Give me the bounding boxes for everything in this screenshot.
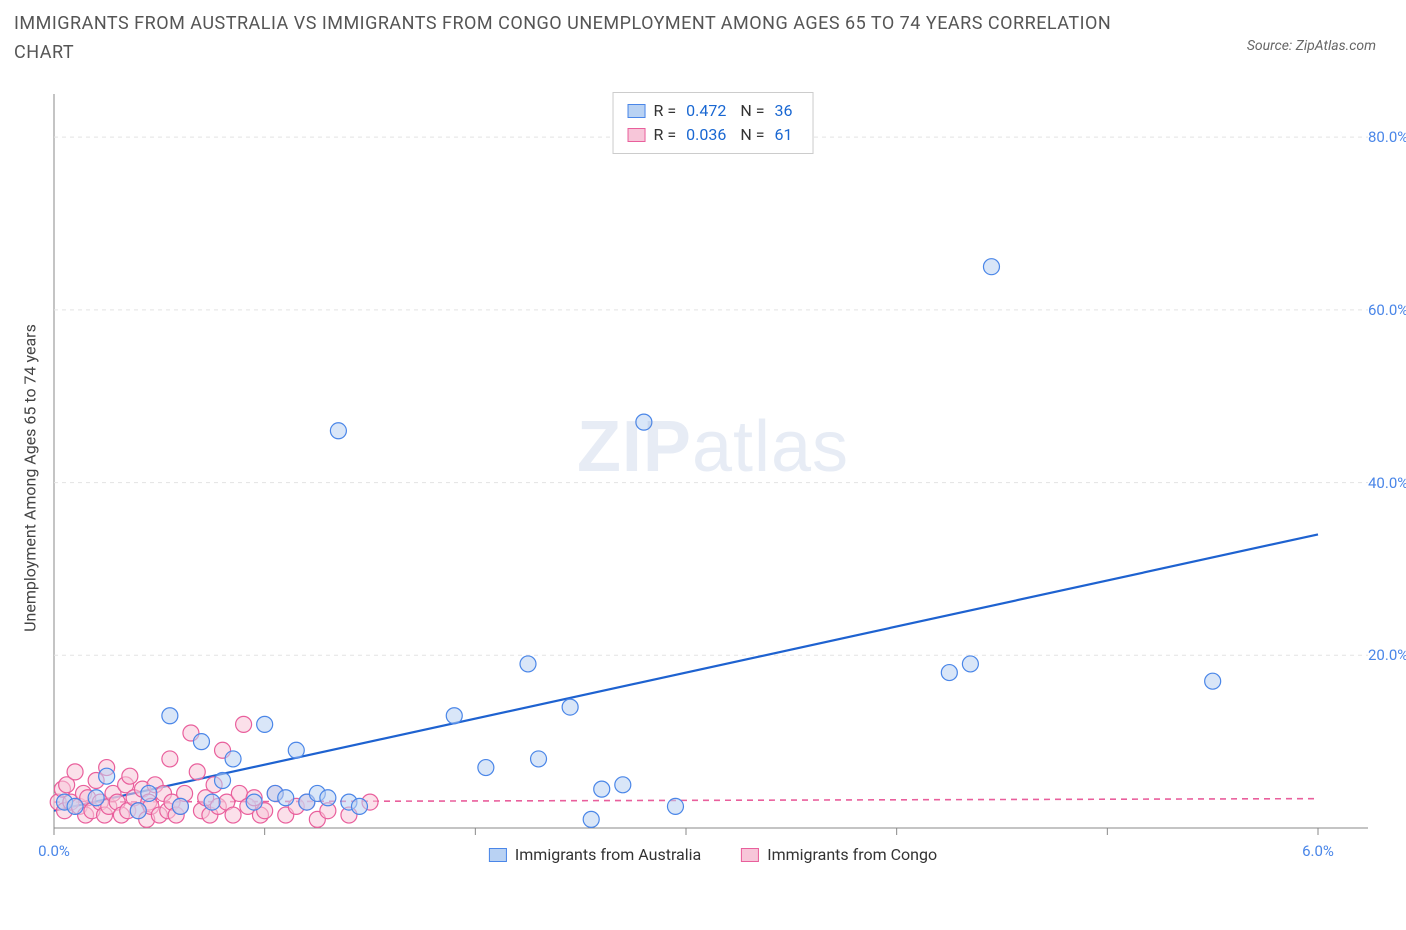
n-value-congo: 61 bbox=[774, 123, 792, 147]
r-value-australia: 0.472 bbox=[686, 99, 726, 123]
legend-row-australia: R = 0.472 N = 36 bbox=[628, 99, 799, 123]
scatter-plot bbox=[48, 88, 1378, 868]
chart-title: IMMIGRANTS FROM AUSTRALIA VS IMMIGRANTS … bbox=[14, 10, 1134, 68]
legend-swatch-australia-icon bbox=[489, 848, 507, 862]
legend-swatch-congo-icon bbox=[741, 848, 759, 862]
n-value-australia: 36 bbox=[774, 99, 792, 123]
n-label: N = bbox=[740, 99, 764, 123]
legend-item-australia: Immigrants from Australia bbox=[489, 845, 701, 864]
legend-row-congo: R = 0.036 N = 61 bbox=[628, 123, 799, 147]
y-axis-label: Unemployment Among Ages 65 to 74 years bbox=[21, 324, 40, 632]
r-value-congo: 0.036 bbox=[686, 123, 726, 147]
r-label: R = bbox=[654, 123, 677, 147]
legend-label-australia: Immigrants from Australia bbox=[515, 845, 701, 864]
y-tick-label: 20.0% bbox=[1368, 646, 1406, 664]
legend-swatch-congo bbox=[628, 128, 646, 142]
legend-label-congo: Immigrants from Congo bbox=[767, 845, 937, 864]
n-label: N = bbox=[740, 123, 764, 147]
y-tick-label: 60.0% bbox=[1368, 301, 1406, 319]
series-legend: Immigrants from Australia Immigrants fro… bbox=[489, 845, 937, 864]
y-tick-label: 80.0% bbox=[1368, 128, 1406, 146]
chart-container: Unemployment Among Ages 65 to 74 years Z… bbox=[48, 88, 1378, 868]
x-tick-label: 0.0% bbox=[38, 842, 70, 860]
legend-item-congo: Immigrants from Congo bbox=[741, 845, 937, 864]
y-tick-label: 40.0% bbox=[1368, 474, 1406, 492]
correlation-legend: R = 0.472 N = 36 R = 0.036 N = 61 bbox=[613, 92, 814, 154]
r-label: R = bbox=[654, 99, 677, 123]
legend-swatch-australia bbox=[628, 104, 646, 118]
source-label: Source: ZipAtlas.com bbox=[1247, 38, 1376, 54]
x-tick-label: 6.0% bbox=[1302, 842, 1334, 860]
